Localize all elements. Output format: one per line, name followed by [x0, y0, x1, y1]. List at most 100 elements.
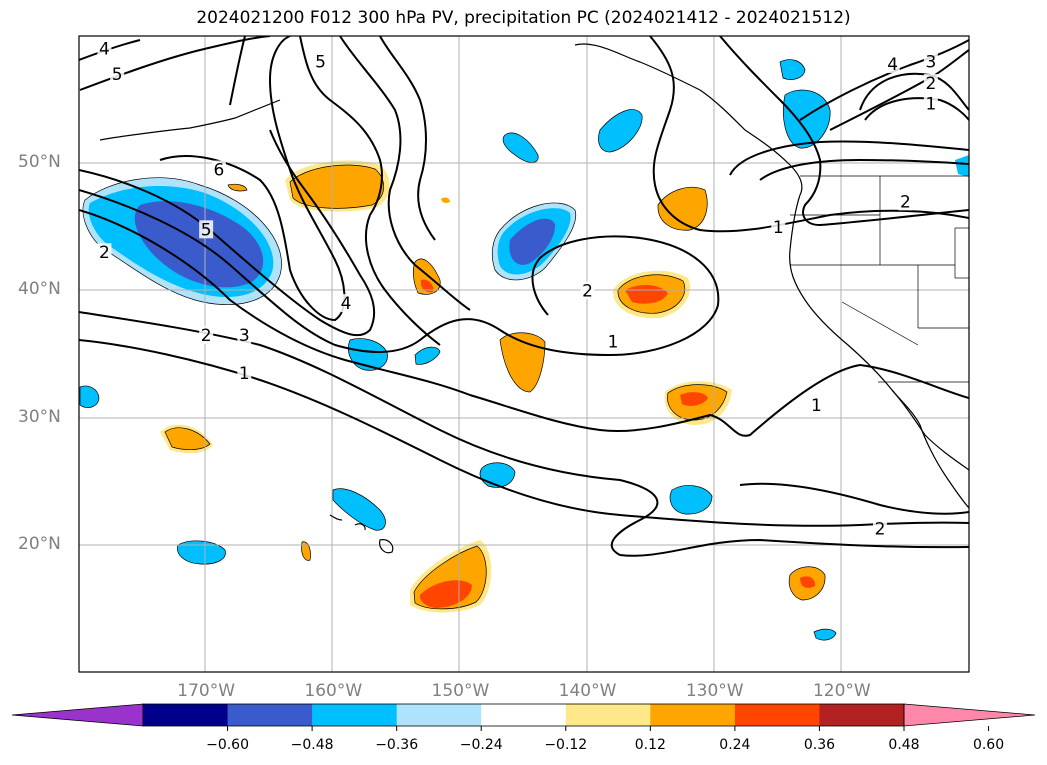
- colorbar-segment: [650, 704, 736, 726]
- colorbar-extend-min: [11, 703, 144, 727]
- map-frame: [78, 35, 970, 673]
- lon-label: 130°W: [685, 681, 744, 701]
- colorbar-outline: [142, 703, 905, 727]
- colorbar-segment: [734, 704, 820, 726]
- colorbar-tick-label: 0.36: [803, 737, 836, 753]
- contour-label-background: [606, 332, 620, 351]
- precip-negative-region: [79, 385, 100, 408]
- contour-label: 1: [773, 218, 784, 238]
- lon-label: 140°W: [558, 681, 617, 701]
- lon-label: 170°W: [177, 681, 236, 701]
- precip-positive-region: [164, 427, 211, 451]
- precip-negative-region: [598, 109, 643, 153]
- colorbar-tick-label: −0.60: [206, 737, 249, 753]
- colorbar-tick-label: 0.48: [888, 737, 920, 753]
- precip-positive-region: [301, 541, 311, 561]
- precip-negative-region: [779, 59, 806, 80]
- colorbar-tick-label: −0.12: [544, 737, 588, 753]
- contour-label: 1: [608, 332, 619, 352]
- colorbar-segment: [565, 704, 651, 726]
- precip-negative-region: [955, 155, 969, 177]
- precip-negative-region: [813, 628, 837, 641]
- contour-label: 5: [201, 220, 212, 240]
- contour-label-background: [898, 192, 913, 211]
- contour-label-background: [580, 281, 595, 300]
- colorbar-segment: [396, 704, 482, 726]
- colorbar-segment: [227, 704, 313, 726]
- contour-label: 2: [875, 519, 886, 539]
- contour-label-background: [97, 243, 112, 262]
- precip-positive-region: [289, 164, 384, 209]
- colorbar: [11, 703, 1036, 731]
- contour-label-background: [923, 52, 938, 71]
- contour-label-background: [211, 160, 226, 179]
- contour-label: 2: [99, 243, 110, 263]
- precip-negative-region: [348, 338, 388, 371]
- precip-positive-region: [499, 332, 546, 393]
- lon-label: 120°W: [812, 681, 871, 701]
- contour-label: 6: [213, 161, 224, 181]
- contour-label-background: [873, 519, 887, 538]
- contour-label: 4: [341, 294, 352, 314]
- colorbar-extend-max: [903, 703, 1036, 727]
- contour-label: 1: [239, 364, 250, 384]
- contour-label: 5: [112, 65, 123, 85]
- contour-label: 5: [315, 52, 326, 72]
- colorbar-tick-label: 0.60: [972, 737, 1005, 753]
- precip-negative-region: [177, 540, 226, 565]
- precip-negative-region: [509, 218, 556, 265]
- precip-positive-region: [680, 392, 708, 406]
- contour-label: 2: [582, 281, 593, 301]
- map-plot-area: [79, 36, 969, 672]
- contour-label: 4: [99, 40, 110, 60]
- lat-label: 30°N: [18, 406, 61, 427]
- precip-negative-region: [332, 488, 386, 531]
- contour-label-background: [313, 52, 328, 71]
- precip-negative-region: [502, 132, 539, 163]
- precip-negative-region: [669, 485, 713, 515]
- precip-positive-region: [441, 197, 450, 203]
- precip-negative-region: [783, 89, 831, 149]
- contour-label: 1: [925, 94, 936, 114]
- precip-negative-region: [414, 346, 441, 365]
- contour-label-background: [923, 94, 938, 113]
- colorbar-tick-label: −0.24: [459, 737, 503, 753]
- contour-label-background: [237, 325, 252, 344]
- contour-label: 2: [925, 74, 936, 94]
- contour-label-background: [885, 54, 900, 73]
- contour-label-background: [199, 325, 214, 344]
- lat-label: 20°N: [18, 533, 61, 554]
- contour-label-background: [199, 220, 214, 239]
- colorbar-tick-label: −0.36: [375, 737, 419, 753]
- precipitation-fields: [79, 59, 969, 641]
- lon-label: 160°W: [304, 681, 363, 701]
- contour-label-background: [923, 74, 938, 93]
- contour-label: 1: [811, 396, 822, 416]
- contour-label: 2: [201, 326, 212, 346]
- lat-label: 40°N: [18, 279, 61, 300]
- contour-label-background: [237, 364, 252, 383]
- colorbar-segment: [312, 704, 398, 726]
- precip-positive-region: [227, 183, 248, 192]
- contour-label: 3: [925, 52, 936, 72]
- precip-positive-region: [412, 258, 441, 295]
- colorbar-segment: [819, 704, 905, 726]
- contour-label-background: [771, 217, 786, 236]
- precip-positive-region: [657, 186, 708, 231]
- contour-label-background: [110, 65, 125, 84]
- colorbar-segment: [481, 704, 567, 726]
- precip-positive-region: [420, 279, 434, 293]
- precip-negative-region: [479, 462, 516, 488]
- coastlines: [99, 43, 969, 554]
- colorbar-tick-label: −0.48: [290, 737, 334, 753]
- lat-label: 50°N: [18, 152, 61, 173]
- contour-label: 3: [239, 326, 250, 346]
- contour-label-background: [339, 294, 353, 313]
- colorbar-tick-label: 0.24: [719, 737, 751, 753]
- contour-label: 2: [900, 192, 911, 212]
- contour-label-background: [809, 395, 824, 414]
- state-borders: [790, 175, 969, 383]
- contour-label-background: [97, 39, 112, 58]
